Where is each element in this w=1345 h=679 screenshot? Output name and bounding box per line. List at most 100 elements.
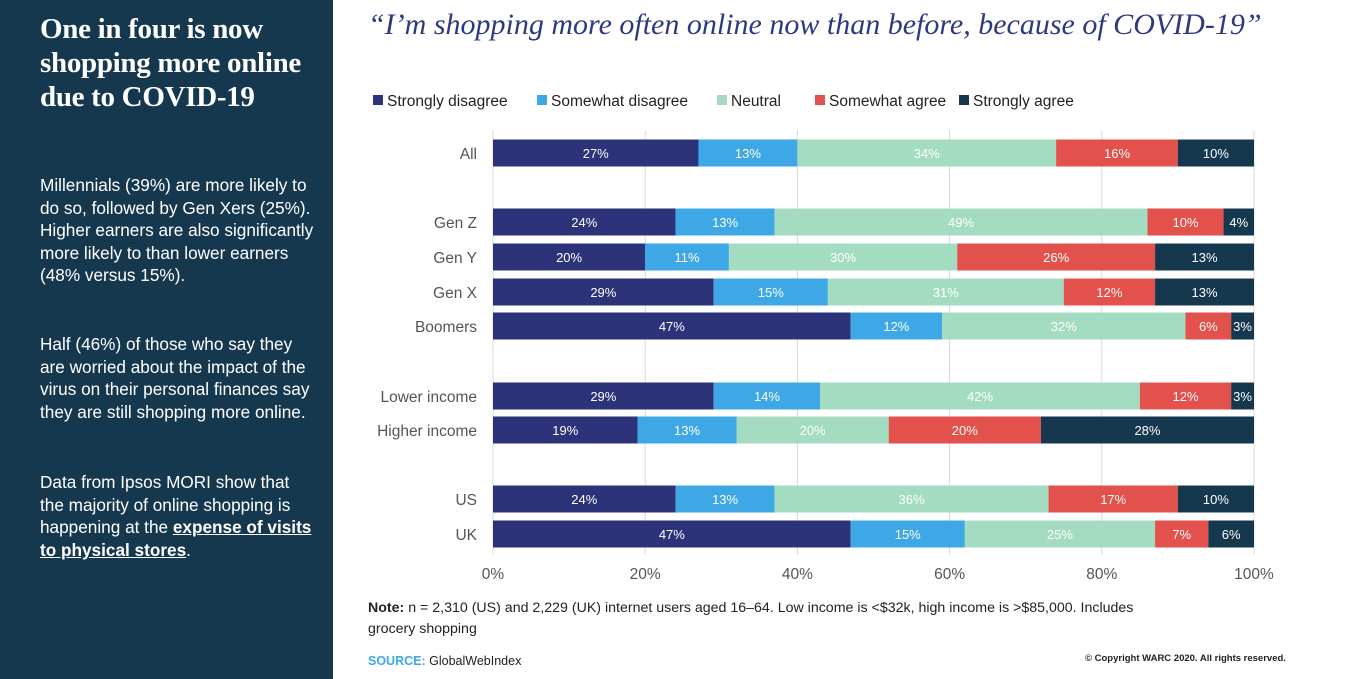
legend-swatch bbox=[373, 95, 383, 105]
sidebar-paragraph-ipsos: Data from Ipsos MORI show that the major… bbox=[40, 471, 315, 561]
bar-segment bbox=[850, 312, 942, 340]
x-tick-label: 60% bbox=[934, 566, 965, 583]
x-tick-label: 20% bbox=[630, 566, 661, 583]
source-text: GlobalWebIndex bbox=[425, 654, 522, 668]
chart-title: “I’m shopping more often online now than… bbox=[368, 8, 1262, 41]
bar-segment bbox=[675, 485, 775, 513]
data-label: 13% bbox=[735, 146, 761, 161]
x-tick-label: 80% bbox=[1086, 566, 1117, 583]
data-label: 14% bbox=[754, 389, 780, 404]
note-label: Note: bbox=[368, 600, 405, 616]
bar-segment bbox=[1231, 382, 1254, 410]
bar-segment bbox=[1231, 312, 1254, 340]
bar-segment bbox=[1208, 520, 1254, 548]
bar-segment bbox=[957, 243, 1156, 271]
bar-segment bbox=[888, 416, 1041, 444]
data-label: 20% bbox=[556, 250, 582, 265]
legend-swatch bbox=[537, 95, 547, 105]
data-label: 13% bbox=[1192, 285, 1218, 300]
legend-swatch bbox=[717, 95, 727, 105]
bar-segment bbox=[1040, 416, 1254, 444]
bar-segment bbox=[964, 520, 1156, 548]
bar-segment bbox=[493, 243, 646, 271]
data-label: 20% bbox=[952, 423, 978, 438]
category-label: Gen Z bbox=[434, 215, 477, 232]
bar-segment bbox=[1155, 520, 1209, 548]
source-label: SOURCE: bbox=[368, 654, 426, 668]
bar-segment bbox=[736, 416, 889, 444]
physical-stores-link[interactable]: expense of visits to physical stores bbox=[40, 517, 312, 560]
data-label: 31% bbox=[933, 285, 959, 300]
legend-swatch bbox=[959, 95, 969, 105]
category-label: Higher income bbox=[377, 423, 477, 440]
legend-label: Neutral bbox=[731, 93, 781, 110]
bar-segment bbox=[493, 416, 638, 444]
category-label: Boomers bbox=[415, 319, 477, 336]
category-label: Gen X bbox=[433, 285, 478, 302]
bar-segment bbox=[1223, 208, 1254, 236]
bar-segment bbox=[493, 139, 699, 167]
data-label: 29% bbox=[590, 285, 616, 300]
bar-segment bbox=[941, 312, 1186, 340]
data-label: 12% bbox=[883, 319, 909, 334]
bar-segment bbox=[713, 382, 821, 410]
bar-segment bbox=[493, 485, 676, 513]
data-label: 34% bbox=[914, 146, 940, 161]
data-label: 36% bbox=[899, 492, 925, 507]
category-label: Gen Y bbox=[433, 250, 477, 267]
category-label: Lower income bbox=[381, 389, 478, 406]
data-label: 13% bbox=[674, 423, 700, 438]
x-tick-label: 40% bbox=[782, 566, 813, 583]
bar-segment bbox=[493, 382, 714, 410]
legend-label: Somewhat agree bbox=[829, 93, 946, 110]
data-label: 4% bbox=[1229, 215, 1248, 230]
note-text: n = 2,310 (US) and 2,229 (UK) internet u… bbox=[368, 600, 1134, 637]
data-label: 17% bbox=[1100, 492, 1126, 507]
bar-segment bbox=[645, 243, 729, 271]
data-label: 27% bbox=[583, 146, 609, 161]
sidebar: One in four is now shopping more online … bbox=[0, 0, 333, 679]
bar-segment bbox=[698, 139, 798, 167]
data-label: 12% bbox=[1096, 285, 1122, 300]
data-label: 13% bbox=[712, 215, 738, 230]
data-label: 16% bbox=[1104, 146, 1130, 161]
bar-segment bbox=[774, 208, 1148, 236]
data-label: 6% bbox=[1222, 527, 1241, 542]
data-label: 10% bbox=[1203, 492, 1229, 507]
data-label: 3% bbox=[1233, 389, 1252, 404]
data-label: 12% bbox=[1172, 389, 1198, 404]
legend-swatch bbox=[815, 95, 825, 105]
data-label: 42% bbox=[967, 389, 993, 404]
bar-segment bbox=[675, 208, 775, 236]
data-label: 10% bbox=[1203, 146, 1229, 161]
data-label: 25% bbox=[1047, 527, 1073, 542]
sidebar-heading: One in four is now shopping more online … bbox=[40, 13, 301, 113]
bar-segment bbox=[728, 243, 958, 271]
bar-segment bbox=[493, 208, 676, 236]
category-label: US bbox=[455, 492, 477, 509]
bar-segment bbox=[1147, 208, 1224, 236]
data-label: 26% bbox=[1043, 250, 1069, 265]
data-label: 11% bbox=[675, 250, 700, 265]
bar-segment bbox=[713, 278, 828, 306]
data-label: 32% bbox=[1051, 319, 1077, 334]
bar-segment bbox=[774, 485, 1049, 513]
bar-segment bbox=[493, 278, 714, 306]
bar-segment bbox=[1063, 278, 1156, 306]
bar-segment bbox=[1139, 382, 1232, 410]
category-label: All bbox=[460, 146, 477, 163]
bar-segment bbox=[1185, 312, 1232, 340]
data-label: 15% bbox=[895, 527, 921, 542]
data-label: 30% bbox=[830, 250, 856, 265]
bar-segment bbox=[493, 520, 851, 548]
bar-segment bbox=[1056, 139, 1178, 167]
sidebar-paragraph-finances: Half (46%) of those who say they are wor… bbox=[40, 334, 310, 422]
chart-source: SOURCE: GlobalWebIndex bbox=[368, 654, 521, 668]
legend-label: Somewhat disagree bbox=[551, 93, 688, 110]
data-label: 6% bbox=[1199, 319, 1218, 334]
bar-segment bbox=[797, 139, 1057, 167]
ipsos-text-end: . bbox=[186, 539, 191, 560]
data-label: 28% bbox=[1134, 423, 1160, 438]
bar-segment bbox=[1177, 485, 1254, 513]
data-label: 13% bbox=[1192, 250, 1218, 265]
